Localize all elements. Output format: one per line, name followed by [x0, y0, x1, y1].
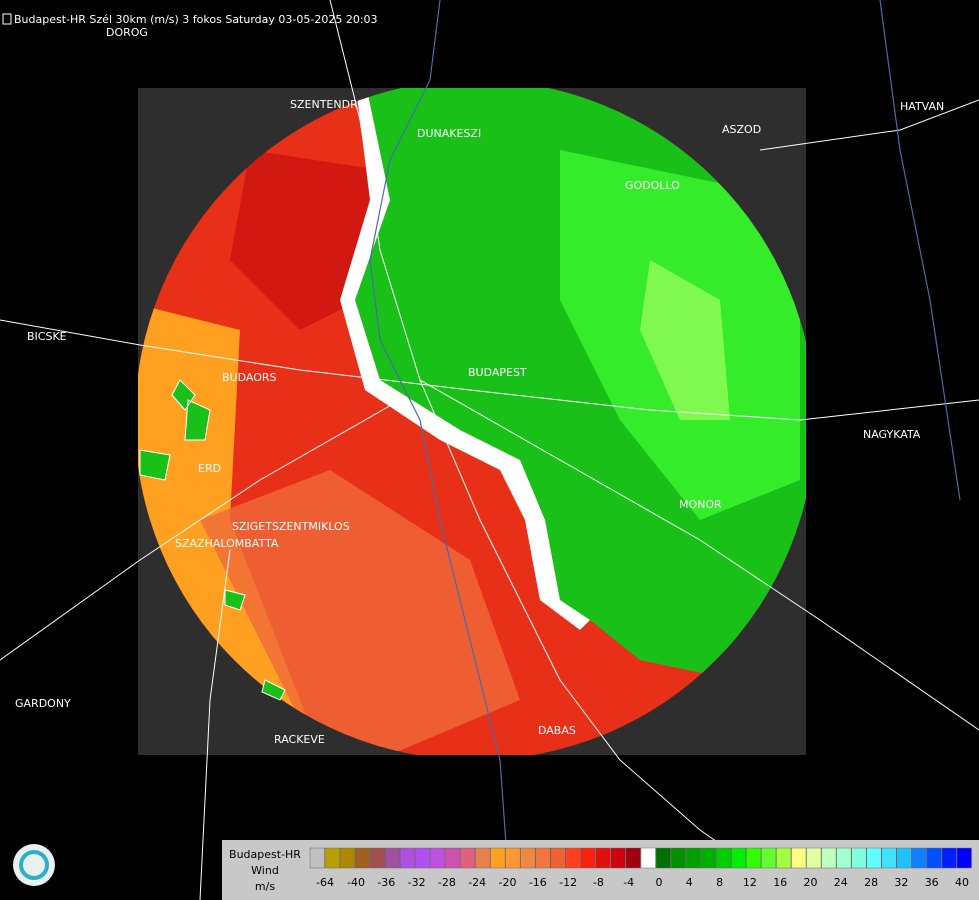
- scale-swatch: [881, 847, 897, 869]
- scale-swatch: [640, 847, 656, 869]
- scale-tick-label: -24: [468, 876, 486, 889]
- place-label: BUDAPEST: [468, 366, 527, 379]
- scale-swatch: [400, 847, 416, 869]
- scale-swatch: [731, 847, 747, 869]
- scale-tick-label: -20: [499, 876, 517, 889]
- scale-swatch: [369, 847, 385, 869]
- scale-tick-label: -32: [408, 876, 426, 889]
- scale-swatch: [715, 847, 732, 869]
- scale-swatch: [490, 847, 506, 869]
- scale-tick-label: -28: [438, 876, 456, 889]
- scale-swatch: [354, 847, 370, 869]
- scale-swatch: [851, 847, 867, 869]
- scale-swatch: [896, 847, 912, 869]
- scale-tick-label: 32: [894, 876, 908, 889]
- scale-swatch: [565, 847, 581, 869]
- scale-swatch: [806, 847, 822, 869]
- scale-tick-label: -4: [623, 876, 634, 889]
- place-label: BUDAORS: [222, 371, 277, 384]
- scale-swatch: [746, 847, 762, 869]
- place-label: ASZOD: [722, 123, 761, 136]
- scale-tick-label: -64: [316, 876, 334, 889]
- scale-tick-label: 16: [773, 876, 787, 889]
- radar-echo: [138, 88, 806, 755]
- scale-swatch: [505, 847, 521, 869]
- scale-tick-label: -16: [529, 876, 547, 889]
- legend-station: Budapest-HR: [229, 848, 301, 861]
- scale-swatch: [821, 847, 837, 869]
- scale-swatch: [655, 847, 671, 869]
- scale-tick-label: 24: [834, 876, 848, 889]
- place-label: BICSKE: [27, 330, 67, 343]
- scale-swatch: [550, 847, 566, 869]
- place-label: RACKEVE: [274, 733, 325, 746]
- place-label: SZENTENDRE: [290, 98, 365, 111]
- scale-swatch: [911, 847, 927, 869]
- header-icon: [2, 13, 12, 25]
- scale-tick-label: 20: [804, 876, 818, 889]
- legend-unit: m/s: [255, 880, 275, 893]
- scale-tick-label: 36: [925, 876, 939, 889]
- scale-swatch: [941, 847, 957, 869]
- place-label: DUNAKESZI: [417, 127, 481, 140]
- color-scale: -64 -40 -36 -32 -28 -24 -20 -16 -12 -8 -4 0 4 8 12 16 20…: [309, 847, 972, 889]
- scale-swatch: [339, 847, 355, 869]
- place-label: HATVAN: [900, 100, 944, 113]
- scale-swatch: [791, 847, 807, 869]
- scale-swatch: [776, 847, 792, 869]
- place-label: DOROG: [106, 26, 148, 39]
- scale-swatch: [685, 847, 701, 869]
- logo-mark: [19, 850, 49, 880]
- place-label: SZIGETSZENTMIKLOS: [232, 520, 350, 533]
- scale-swatch: [415, 847, 431, 869]
- scale-swatch: [460, 847, 476, 869]
- place-label: ERD: [198, 462, 221, 475]
- scale-swatch: [384, 847, 401, 869]
- scale-swatch: [595, 847, 611, 869]
- place-label: SZAZHALOMBATTA: [175, 537, 279, 550]
- scale-tick-label: -36: [377, 876, 395, 889]
- scale-swatch: [700, 847, 716, 869]
- scale-swatch: [520, 847, 536, 869]
- scale-swatch: [430, 847, 446, 869]
- scale-swatch: [926, 847, 942, 869]
- scale-swatch: [670, 847, 686, 869]
- scale-tick-label: 40: [955, 876, 969, 889]
- scale-swatch: [309, 847, 325, 869]
- header-title: Budapest-HR Szél 30km (m/s) 3 fokos Satu…: [14, 13, 378, 26]
- scale-tick-label: 28: [864, 876, 878, 889]
- scale-swatch: [836, 847, 852, 869]
- scale-swatch: [580, 847, 596, 869]
- rivers: [369, 0, 961, 900]
- scale-swatch: [761, 847, 777, 869]
- scale-swatch: [324, 847, 340, 869]
- scale-tick-label: 8: [716, 876, 723, 889]
- place-label: DABAS: [538, 724, 576, 737]
- scale-tick-label: -12: [559, 876, 577, 889]
- scale-swatch: [625, 847, 641, 869]
- place-label: GODOLLO: [625, 179, 680, 192]
- scale-tick-label: 4: [686, 876, 693, 889]
- scale-swatch: [535, 847, 551, 869]
- scale-swatch: [610, 847, 626, 869]
- scale-tick-label: -8: [593, 876, 604, 889]
- scale-tick-label: -40: [347, 876, 365, 889]
- scale-swatch: [475, 847, 491, 869]
- scale-swatch: [866, 847, 882, 869]
- scale-tick-label: 12: [743, 876, 757, 889]
- scale-tick-label: 0: [656, 876, 663, 889]
- place-label: NAGYKATA: [863, 428, 921, 441]
- place-label: GARDONY: [15, 697, 71, 710]
- scale-swatch: [956, 847, 972, 869]
- legend-quantity: Wind: [251, 864, 279, 877]
- scale-swatch: [445, 847, 461, 869]
- place-label: MONOR: [679, 498, 722, 511]
